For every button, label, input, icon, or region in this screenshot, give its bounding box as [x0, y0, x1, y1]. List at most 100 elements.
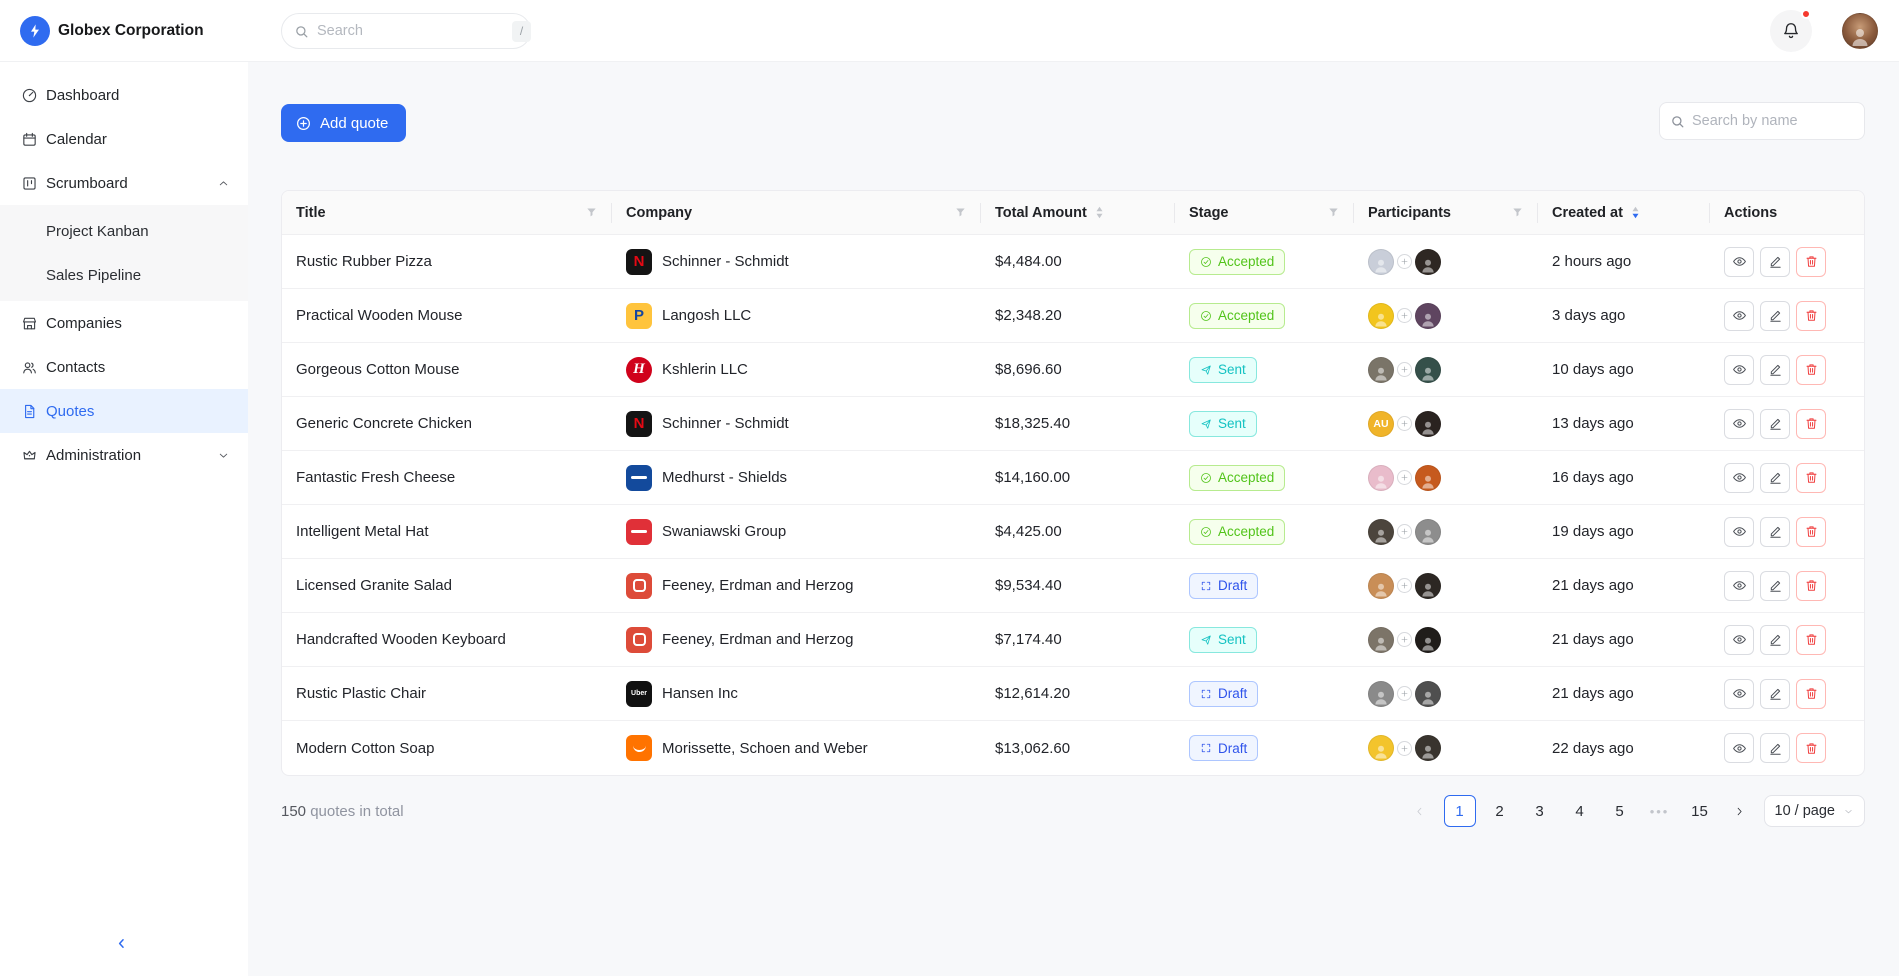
cell-actions	[1710, 613, 1864, 666]
pagination-ellipsis[interactable]: •••	[1644, 795, 1676, 827]
scrumboard-icon	[21, 175, 38, 192]
add-participant-button[interactable]	[1397, 308, 1412, 323]
edit-button[interactable]	[1760, 354, 1790, 385]
column-header-company[interactable]: Company	[612, 191, 981, 234]
delete-button[interactable]	[1796, 570, 1826, 601]
column-header-label: Created at	[1552, 204, 1623, 221]
column-header-created-at[interactable]: Created at	[1538, 191, 1710, 234]
cell-amount: $13,062.60	[981, 721, 1175, 775]
pagination-prev-button[interactable]	[1404, 795, 1436, 827]
column-header-title[interactable]: Title	[282, 191, 612, 234]
company-name: Medhurst - Shields	[662, 469, 788, 486]
sidebar-item-scrumboard[interactable]: Scrumboard	[0, 161, 248, 205]
edit-button[interactable]	[1760, 733, 1790, 763]
edit-button[interactable]	[1760, 570, 1790, 601]
sidebar-item-quotes[interactable]: Quotes	[0, 389, 248, 433]
view-button[interactable]	[1724, 570, 1754, 601]
cell-title: Rustic Plastic Chair	[282, 667, 612, 720]
delete-button[interactable]	[1796, 733, 1826, 763]
view-button[interactable]	[1724, 678, 1754, 709]
stage-label: Sent	[1218, 416, 1246, 431]
edit-button[interactable]	[1760, 408, 1790, 439]
delete-button[interactable]	[1796, 516, 1826, 547]
sidebar-collapse-button[interactable]	[104, 932, 138, 954]
add-participant-button[interactable]	[1397, 632, 1412, 647]
view-button[interactable]	[1724, 624, 1754, 655]
sidebar-item-companies[interactable]: Companies	[0, 301, 248, 345]
delete-button[interactable]	[1796, 678, 1826, 709]
quotes-search-input[interactable]	[1692, 113, 1854, 129]
add-participant-button[interactable]	[1397, 362, 1412, 377]
pagination-page-5[interactable]: 5	[1604, 795, 1636, 827]
delete-button[interactable]	[1796, 462, 1826, 493]
column-header-total-amount[interactable]: Total Amount	[981, 191, 1175, 234]
view-button[interactable]	[1724, 354, 1754, 385]
company-logo: Uber	[626, 680, 652, 707]
global-search[interactable]: /	[281, 13, 531, 49]
participant-avatar	[1415, 735, 1441, 761]
participant-avatar	[1368, 356, 1394, 383]
view-button[interactable]	[1724, 733, 1754, 763]
edit-button[interactable]	[1760, 624, 1790, 655]
add-participant-button[interactable]	[1397, 686, 1412, 701]
add-participant-button[interactable]	[1397, 578, 1412, 593]
delete-button[interactable]	[1796, 624, 1826, 655]
page-size-select[interactable]: 10 / page	[1763, 795, 1865, 827]
add-participant-button[interactable]	[1397, 524, 1412, 539]
pagination-page-4[interactable]: 4	[1564, 795, 1596, 827]
view-button[interactable]	[1724, 408, 1754, 439]
notifications-button[interactable]	[1770, 9, 1812, 52]
edit-button[interactable]	[1760, 246, 1790, 277]
edit-button[interactable]	[1760, 462, 1790, 493]
participant-avatar	[1368, 626, 1394, 653]
sidebar-item-calendar[interactable]: Calendar	[0, 117, 248, 161]
delete-button[interactable]	[1796, 246, 1826, 277]
view-button[interactable]	[1724, 516, 1754, 547]
pagination-page-3[interactable]: 3	[1524, 795, 1556, 827]
delete-button[interactable]	[1796, 300, 1826, 331]
add-participant-button[interactable]	[1397, 254, 1412, 269]
sidebar-item-administration[interactable]: Administration	[0, 433, 248, 477]
caret-up-icon	[1631, 206, 1640, 212]
participant-avatar	[1415, 464, 1441, 491]
quotes-search[interactable]	[1659, 102, 1865, 140]
column-header-participants[interactable]: Participants	[1354, 191, 1538, 234]
global-search-input[interactable]	[317, 23, 504, 39]
sort-icons[interactable]	[1095, 206, 1104, 219]
view-button[interactable]	[1724, 300, 1754, 331]
edit-button[interactable]	[1760, 300, 1790, 331]
pagination-page-15[interactable]: 15	[1684, 795, 1716, 827]
add-participant-button[interactable]	[1397, 740, 1412, 756]
delete-button[interactable]	[1796, 408, 1826, 439]
cell-stage: Draft	[1175, 559, 1354, 612]
company-name: Feeney, Erdman and Herzog	[662, 631, 854, 648]
view-button[interactable]	[1724, 246, 1754, 277]
chevron-down-icon	[217, 449, 230, 462]
created-at: 21 days ago	[1552, 631, 1634, 648]
cell-actions	[1710, 721, 1864, 775]
pagination-page-1[interactable]: 1	[1443, 795, 1476, 827]
edit-button[interactable]	[1760, 516, 1790, 547]
column-header-stage[interactable]: Stage	[1175, 191, 1354, 234]
edit-button[interactable]	[1760, 678, 1790, 709]
add-quote-button[interactable]: Add quote	[281, 104, 407, 142]
pagination-next-button[interactable]	[1724, 795, 1756, 827]
sidebar-item-dashboard[interactable]: Dashboard	[0, 73, 248, 117]
cell-actions	[1710, 289, 1864, 342]
delete-button[interactable]	[1796, 354, 1826, 385]
quotes-icon	[21, 403, 38, 420]
add-participant-button[interactable]	[1397, 416, 1412, 431]
add-participant-button[interactable]	[1397, 470, 1412, 485]
pagination-page-2[interactable]: 2	[1484, 795, 1516, 827]
sidebar-item-contacts[interactable]: Contacts	[0, 345, 248, 389]
send-icon	[1200, 364, 1212, 376]
column-header-label: Actions	[1724, 204, 1778, 221]
user-avatar[interactable]	[1842, 13, 1878, 49]
created-at: 3 days ago	[1552, 307, 1626, 324]
view-button[interactable]	[1724, 462, 1754, 493]
sidebar-subitem-sales-pipeline[interactable]: Sales Pipeline	[46, 266, 142, 284]
sort-icons[interactable]	[1631, 206, 1640, 219]
participant-avatar	[1368, 680, 1394, 707]
sidebar-subitem-project-kanban[interactable]: Project Kanban	[46, 222, 149, 240]
participant-avatar	[1368, 464, 1394, 491]
